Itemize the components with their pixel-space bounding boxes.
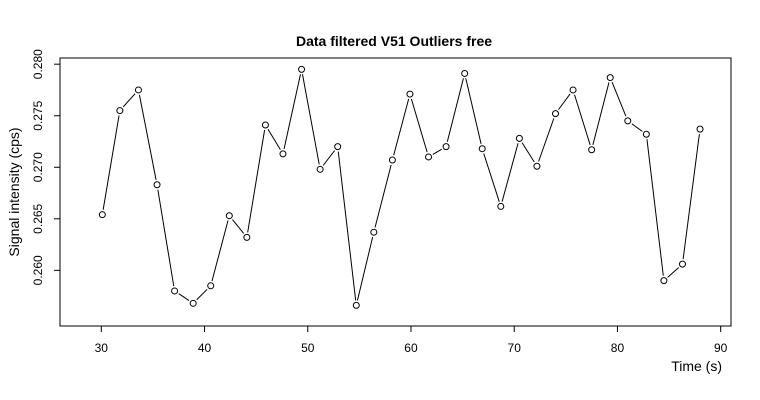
y-tick-label: 0.270: [31, 152, 45, 182]
data-point: [533, 162, 541, 170]
x-axis: 30 40 50 60 70 80 90: [95, 326, 728, 355]
data-point: [189, 299, 197, 307]
data-points: [98, 65, 704, 309]
y-tick-label: 0.260: [31, 255, 45, 285]
data-point: [352, 301, 360, 309]
data-point: [134, 86, 142, 94]
data-point: [116, 107, 124, 115]
data-point: [497, 202, 505, 210]
data-point: [624, 117, 632, 125]
x-tick-label: 70: [508, 341, 522, 355]
data-point: [261, 121, 269, 129]
data-point: [606, 74, 614, 82]
data-point: [461, 69, 469, 77]
data-point: [515, 134, 523, 142]
series-line: [102, 74, 700, 301]
data-point: [696, 125, 704, 133]
data-point: [279, 150, 287, 158]
x-axis-label: Time (s): [671, 358, 722, 374]
data-point: [153, 181, 161, 189]
x-tick-label: 60: [404, 341, 418, 355]
data-point: [243, 233, 251, 241]
data-point: [569, 86, 577, 94]
data-point: [171, 287, 179, 295]
x-tick-label: 50: [301, 341, 315, 355]
data-point: [98, 211, 106, 219]
data-point: [660, 277, 668, 285]
data-point: [334, 143, 342, 151]
chart-title: Data filtered V51 Outliers free: [296, 33, 492, 49]
data-point: [370, 228, 378, 236]
x-tick-label: 80: [611, 341, 625, 355]
plot-frame: [59, 57, 732, 327]
data-point: [588, 146, 596, 154]
y-tick-label: 0.280: [31, 49, 45, 79]
data-point: [388, 156, 396, 164]
x-tick-label: 40: [198, 341, 212, 355]
data-point: [478, 145, 486, 153]
data-point: [225, 212, 233, 220]
x-tick-label: 90: [714, 341, 728, 355]
data-point: [642, 130, 650, 138]
data-point: [207, 282, 215, 290]
data-point: [298, 65, 306, 73]
data-point: [406, 90, 414, 98]
y-tick-label: 0.275: [31, 100, 45, 130]
x-tick-label: 30: [95, 341, 109, 355]
data-point: [442, 143, 450, 151]
data-point: [678, 260, 686, 268]
y-axis: 0.260 0.265 0.270 0.275 0.280: [31, 49, 60, 285]
data-point: [552, 110, 560, 118]
data-point: [425, 153, 433, 161]
data-point: [316, 165, 324, 173]
y-axis-label: Signal intensity (cps): [6, 127, 22, 256]
y-tick-label: 0.265: [31, 203, 45, 233]
